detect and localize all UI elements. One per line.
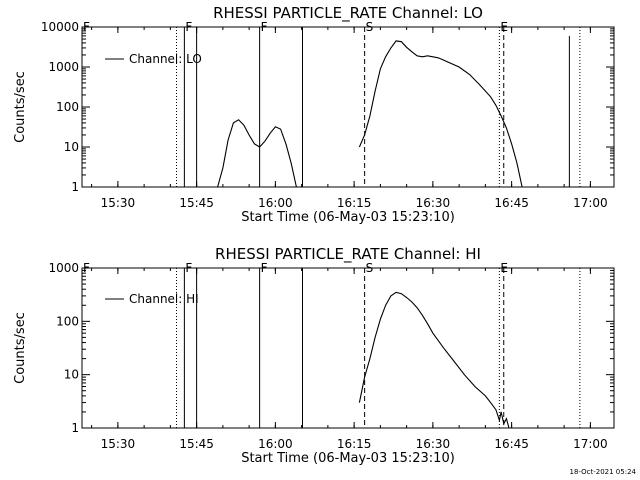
x-axis-label: Start Time (06-May-03 15:23:10) (241, 210, 455, 225)
x-tick-label: 16:30 (416, 437, 451, 451)
flag-label: S (366, 20, 374, 34)
chart-title: RHESSI PARTICLE_RATE Channel: HI (215, 245, 481, 264)
x-tick-label: 15:45 (179, 437, 214, 451)
x-tick-label: 16:15 (337, 196, 372, 210)
x-tick-label: 15:45 (179, 196, 214, 210)
y-tick-label: 100 (56, 314, 79, 328)
x-tick-label: 15:30 (101, 196, 136, 210)
legend-label: Channel: HI (129, 292, 199, 306)
footer-timestamp: 18-Oct-2021 05:24 (570, 468, 637, 476)
y-tick-label: 1 (71, 180, 79, 194)
y-tick-label: 10000 (41, 20, 79, 34)
hi-channel-chart: RHESSI PARTICLE_RATE Channel: HI 15:30 15:… (13, 245, 615, 466)
x-tick-label: 15:30 (101, 437, 136, 451)
y-axis-label: Counts/sec (13, 312, 28, 384)
flag-label: S (366, 261, 374, 275)
x-tick-label: 16:45 (494, 196, 529, 210)
plot-frame (81, 267, 615, 429)
y-tick-label: 1000 (48, 60, 79, 74)
data-series-line (358, 40, 523, 188)
lo-channel-chart: RHESSI PARTICLE_RATE Channel: LO 15:30 15:… (13, 4, 615, 225)
y-tick-label: 10 (64, 368, 79, 382)
flag-label: F (185, 20, 192, 34)
flag-label: F (83, 261, 90, 275)
x-tick-label: 16:15 (337, 437, 372, 451)
x-tick-label: 17:00 (573, 196, 608, 210)
y-tick-label: 10 (64, 140, 79, 154)
flag-label: F (185, 261, 192, 275)
flag-label: F (83, 20, 90, 34)
x-tick-label: 17:00 (573, 437, 608, 451)
chart-title: RHESSI PARTICLE_RATE Channel: LO (213, 4, 483, 23)
x-tick-label: 16:00 (258, 437, 293, 451)
data-series-line (217, 119, 297, 188)
y-tick-label: 1000 (48, 261, 79, 275)
y-axis-label: Counts/sec (13, 71, 28, 143)
flag-label: F (261, 261, 268, 275)
x-axis-label: Start Time (06-May-03 15:23:10) (241, 451, 455, 466)
y-tick-label: 1 (71, 421, 79, 435)
x-tick-label: 16:00 (258, 196, 293, 210)
y-tick-label: 100 (56, 100, 79, 114)
flag-label: F (261, 20, 268, 34)
data-series-line (358, 291, 510, 429)
x-tick-label: 16:30 (416, 196, 451, 210)
legend-label: Channel: LO (129, 52, 202, 66)
x-tick-label: 16:45 (494, 437, 529, 451)
